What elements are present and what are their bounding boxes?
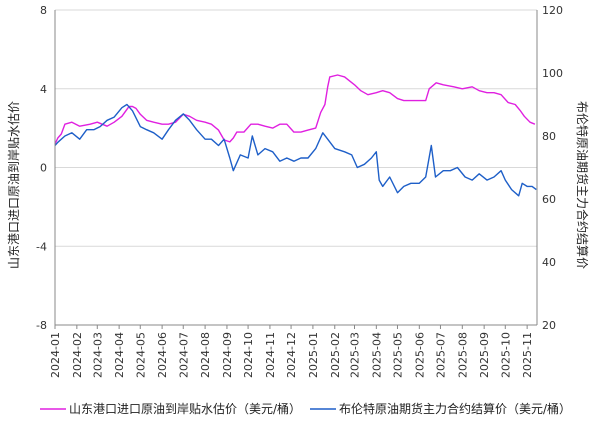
axes — [54, 10, 538, 326]
x-tick-label: 2025-02 — [329, 332, 342, 378]
right-axis-ticks: 120 100 80 60 40 20 — [542, 4, 563, 332]
x-tick-label: 2024-11 — [264, 332, 277, 378]
x-tick-label: 2025-11 — [521, 332, 534, 378]
legend-label-series-1: 山东港口进口原油到岸贴水估价（美元/桶） — [69, 401, 301, 416]
x-tick-label: 2025-09 — [478, 332, 491, 378]
right-tick-label: 20 — [542, 319, 556, 332]
x-tick-label: 2024-07 — [177, 332, 190, 378]
right-tick-label: 100 — [542, 67, 563, 80]
grid-lines — [55, 9, 537, 326]
left-axis-title: 山东港口进口原油到岸贴水估价 — [7, 101, 21, 269]
x-axis-ticks: 2024-01 2024-02 2024-03 2024-04 2024-05 2024-… — [49, 325, 534, 378]
x-tick-label: 2024-03 — [91, 332, 104, 378]
x-tick-label: 2025-06 — [413, 332, 426, 378]
series-line-1 — [54, 74, 536, 145]
legend-label-series-2: 布伦特原油期货主力合约结算价（美元/桶） — [339, 401, 571, 416]
x-tick-label: 2025-04 — [370, 332, 383, 378]
right-tick-label: 40 — [542, 256, 556, 269]
x-tick-label: 2024-04 — [113, 332, 126, 378]
x-tick-label: 2024-08 — [199, 332, 212, 378]
left-tick-label: -4 — [36, 240, 47, 253]
left-axis-ticks: 8 4 0 -4 -8 — [36, 4, 47, 332]
x-tick-label: 2025-10 — [499, 332, 512, 378]
series-line-2 — [54, 103, 537, 197]
right-tick-label: 80 — [542, 130, 556, 143]
left-tick-label: 8 — [40, 4, 47, 17]
x-tick-label: 2024-12 — [285, 332, 298, 378]
x-tick-label: 2025-07 — [434, 332, 447, 378]
x-tick-label: 2025-05 — [391, 332, 404, 378]
x-tick-label: 2025-01 — [307, 332, 320, 378]
x-tick-label: 2024-06 — [156, 332, 169, 378]
x-tick-label: 2025-08 — [456, 332, 469, 378]
right-tick-label: 60 — [542, 193, 556, 206]
x-tick-label: 2025-03 — [348, 332, 361, 378]
left-tick-label: 4 — [40, 83, 47, 96]
right-tick-label: 120 — [542, 4, 563, 17]
x-tick-label: 2024-05 — [134, 332, 147, 378]
x-tick-label: 2024-10 — [242, 332, 255, 378]
left-tick-label: 0 — [40, 162, 47, 175]
left-tick-label: -8 — [36, 319, 47, 332]
right-axis-title: 布伦特原油期货主力合约结算价 — [575, 101, 590, 269]
x-tick-label: 2024-09 — [221, 332, 234, 378]
x-tick-label: 2024-01 — [49, 332, 62, 378]
x-tick-label: 2024-02 — [71, 332, 84, 378]
legend: 山东港口进口原油到岸贴水估价（美元/桶） 布伦特原油期货主力合约结算价（美元/桶… — [40, 401, 571, 416]
series-lines — [54, 74, 537, 197]
